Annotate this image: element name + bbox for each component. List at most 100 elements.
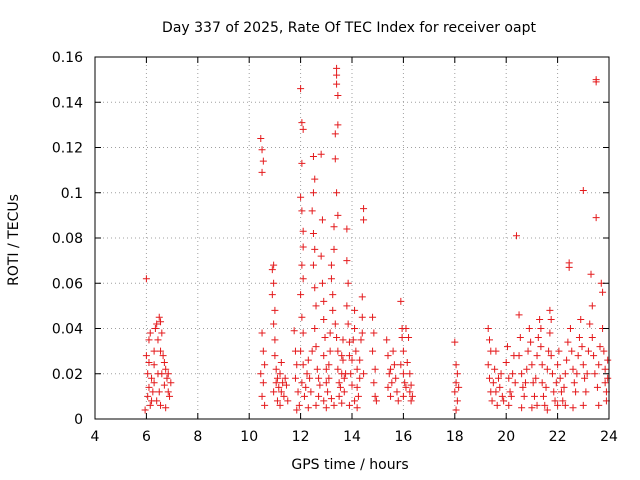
y-tick-labels: 0 0.02 0.04 0.06 0.08 0.1 0.12 0.14 0.16 xyxy=(52,50,83,428)
data-point xyxy=(529,379,537,387)
data-point xyxy=(370,329,378,337)
data-point xyxy=(145,358,153,366)
chart-title: Day 337 of 2025, Rate Of TEC Index for r… xyxy=(162,20,536,36)
data-point xyxy=(397,361,405,369)
data-point xyxy=(276,370,284,378)
data-point xyxy=(330,245,338,253)
data-point xyxy=(398,334,406,342)
data-point xyxy=(568,347,576,355)
data-point xyxy=(158,329,166,337)
data-point xyxy=(484,325,492,332)
data-point xyxy=(142,275,150,283)
data-point xyxy=(276,401,284,409)
data-point xyxy=(325,361,333,369)
data-point xyxy=(530,392,538,400)
data-point xyxy=(159,352,167,360)
data-point xyxy=(282,381,290,389)
data-point xyxy=(542,383,550,391)
data-point xyxy=(318,216,326,224)
data-point xyxy=(145,383,153,391)
data-point xyxy=(298,119,306,127)
data-point xyxy=(272,379,280,387)
data-point xyxy=(601,379,609,387)
data-point xyxy=(384,383,392,391)
axis-ticks xyxy=(94,56,610,420)
data-point xyxy=(561,401,569,409)
data-point xyxy=(492,347,500,355)
data-point xyxy=(164,370,172,378)
data-point xyxy=(392,374,400,382)
data-point xyxy=(317,252,325,260)
data-point xyxy=(345,401,353,409)
data-point xyxy=(277,388,285,396)
x-tick-label: 12 xyxy=(292,429,310,445)
data-point xyxy=(299,227,307,235)
data-point xyxy=(298,379,306,387)
data-point xyxy=(559,397,567,405)
data-point xyxy=(406,370,414,378)
data-point xyxy=(304,404,312,412)
data-point xyxy=(345,338,353,346)
data-point xyxy=(148,374,156,382)
data-point xyxy=(257,370,265,378)
data-point xyxy=(502,358,510,366)
x-tick-label: 24 xyxy=(600,429,618,445)
data-point xyxy=(560,383,568,391)
data-point xyxy=(338,352,346,360)
data-point xyxy=(489,379,497,387)
data-point xyxy=(272,365,280,373)
data-point xyxy=(344,279,352,287)
data-point xyxy=(148,397,156,405)
data-point xyxy=(452,406,460,414)
data-point xyxy=(333,334,341,342)
data-point xyxy=(385,370,393,378)
data-point xyxy=(273,397,281,405)
data-point xyxy=(394,397,402,405)
data-point xyxy=(312,343,320,351)
data-point xyxy=(360,216,368,224)
data-point xyxy=(348,356,356,364)
data-point xyxy=(566,325,574,332)
data-point xyxy=(455,383,463,391)
data-point xyxy=(259,379,267,387)
data-point xyxy=(150,361,158,369)
data-point xyxy=(268,291,276,299)
data-point xyxy=(590,352,598,360)
data-point xyxy=(356,374,364,382)
data-point xyxy=(308,347,316,355)
data-point xyxy=(153,320,161,328)
data-point xyxy=(268,266,276,274)
data-point xyxy=(593,383,601,391)
data-point xyxy=(299,125,307,133)
data-point xyxy=(582,388,590,396)
data-point xyxy=(573,370,581,378)
data-point xyxy=(163,374,171,382)
data-point xyxy=(389,347,397,355)
data-point xyxy=(572,388,580,396)
data-point xyxy=(548,370,556,378)
data-point xyxy=(569,365,577,373)
data-point xyxy=(521,379,529,387)
data-point xyxy=(326,347,334,355)
data-point xyxy=(309,189,317,197)
roti-points xyxy=(141,64,612,414)
data-point xyxy=(335,379,343,387)
data-point xyxy=(528,361,536,369)
data-point xyxy=(520,392,528,400)
data-point xyxy=(600,347,608,355)
data-point xyxy=(293,406,301,414)
data-point xyxy=(370,379,378,387)
data-point xyxy=(311,245,319,253)
data-point xyxy=(498,392,506,400)
data-point xyxy=(270,261,278,269)
data-point xyxy=(331,155,339,163)
data-point xyxy=(308,207,316,215)
data-point xyxy=(277,358,285,366)
data-point xyxy=(351,397,359,405)
data-point xyxy=(388,379,396,387)
data-point xyxy=(452,361,460,369)
data-point xyxy=(145,336,153,344)
data-point xyxy=(284,397,292,405)
data-point xyxy=(349,336,357,344)
